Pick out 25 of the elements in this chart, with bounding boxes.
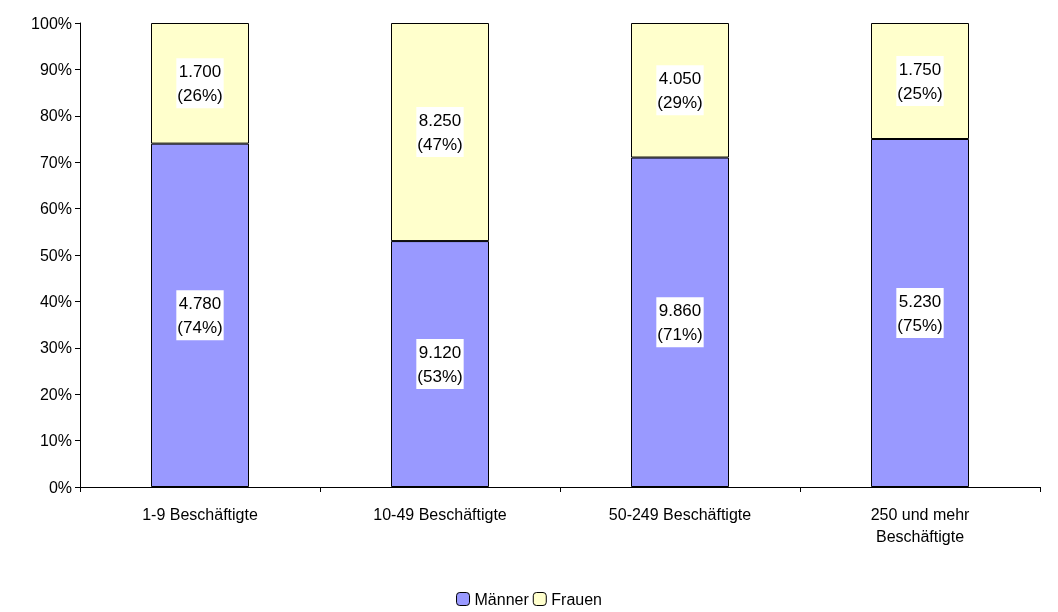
data-label: 1.700 (26%) xyxy=(177,61,223,105)
x-tick-label: 50-249 Beschäftigte xyxy=(608,505,752,523)
y-tick-label: 40% xyxy=(39,292,72,310)
data-label: 9.860 (71%) xyxy=(657,300,703,344)
y-tick-label: 90% xyxy=(39,60,72,78)
data-label: 8.250 (47%) xyxy=(417,110,463,154)
data-label: 1.750 (25%) xyxy=(897,59,943,103)
y-tick-label: 70% xyxy=(39,153,72,171)
y-tick-label: 0% xyxy=(48,478,72,496)
data-label: 5.230 (75%) xyxy=(897,291,943,335)
y-tick-label: 10% xyxy=(39,432,72,450)
data-label: 4.780 (74%) xyxy=(177,293,223,337)
y-tick-label: 30% xyxy=(39,339,72,357)
x-tick-label: 1-9 Beschäftigte xyxy=(142,505,258,523)
y-tick-label: 60% xyxy=(39,200,72,218)
y-tick-label: 80% xyxy=(39,107,72,125)
y-tick-label: 100% xyxy=(31,14,72,32)
data-label: 9.120 (53%) xyxy=(417,342,463,386)
legend-label: Männer xyxy=(474,590,530,608)
legend-label: Frauen xyxy=(551,590,602,608)
data-label: 4.050 (29%) xyxy=(657,68,703,112)
y-tick-label: 20% xyxy=(39,385,72,403)
x-tick-label: 10-49 Beschäftigte xyxy=(373,505,507,523)
x-tick-label: 250 und mehr Beschäftigte xyxy=(870,505,971,545)
y-tick-label: 50% xyxy=(39,246,72,264)
